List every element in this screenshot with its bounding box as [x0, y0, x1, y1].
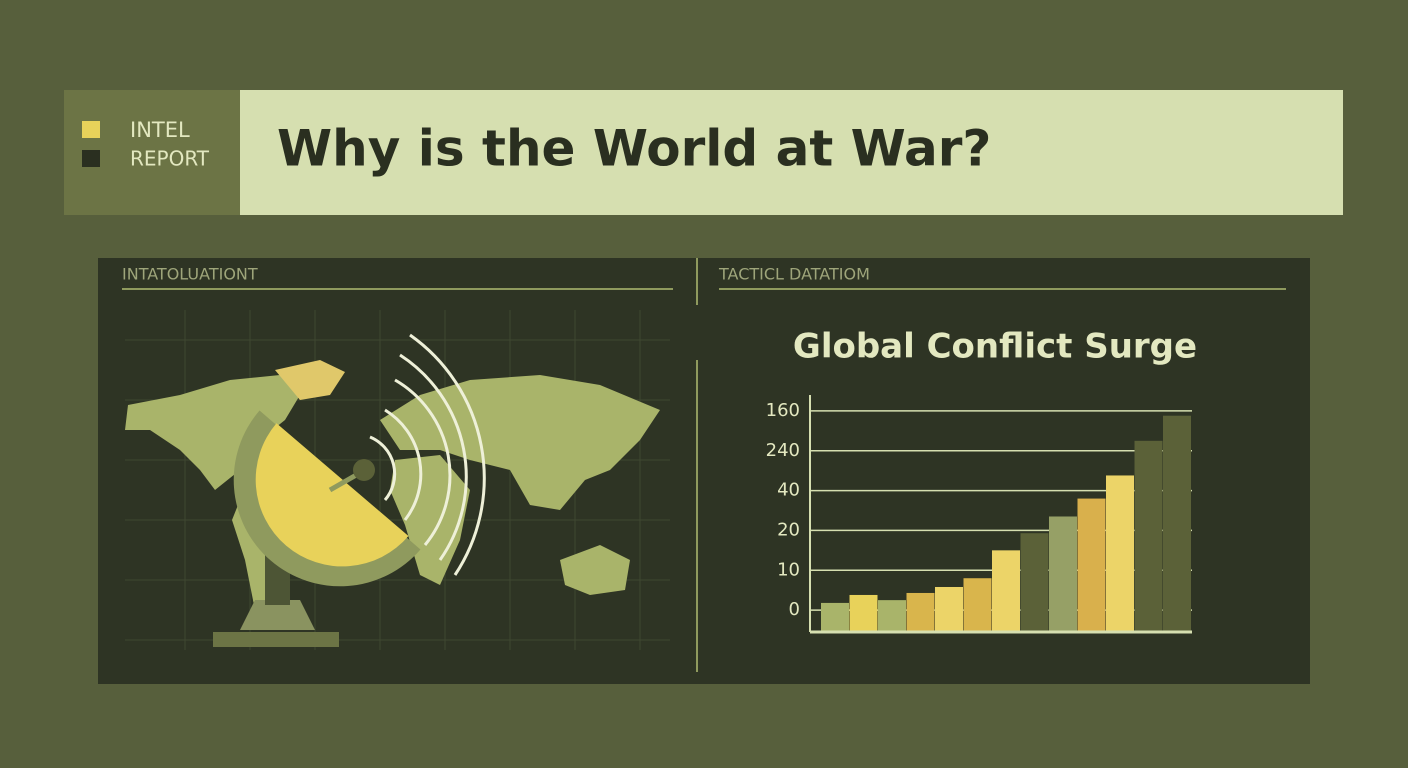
bar — [849, 594, 878, 632]
bar — [1134, 440, 1163, 632]
bar — [1077, 498, 1106, 632]
bar — [935, 586, 963, 632]
y-tick-label: 160 — [766, 400, 800, 421]
y-tick-label: 0 — [789, 599, 800, 620]
legend-swatch — [82, 121, 100, 138]
y-tick-label: 10 — [777, 559, 800, 580]
bar-chart: 0 10 20 40 240 160 — [766, 395, 1192, 634]
y-tick-label: 20 — [777, 519, 800, 540]
header-band — [64, 90, 1343, 215]
bar — [906, 592, 935, 632]
bar — [963, 578, 992, 632]
bar — [1163, 415, 1191, 632]
radar-dish — [213, 333, 486, 647]
legend-label: REPORT — [130, 147, 210, 171]
bar — [1049, 516, 1077, 632]
panel-label: TACTICL DATATIOM — [718, 265, 870, 284]
bar — [878, 600, 906, 632]
chart-title: Global Conflict Surge — [793, 327, 1197, 367]
bar — [1020, 533, 1049, 632]
legend-swatch — [82, 150, 100, 167]
y-tick-label: 40 — [777, 480, 800, 501]
panel-label: INTATOLUATIONT — [122, 265, 258, 284]
y-tick-label: 240 — [766, 440, 800, 461]
page-title: Why is the World at War? — [277, 120, 991, 178]
bar — [992, 550, 1020, 632]
bar — [821, 602, 849, 632]
legend-label: INTEL — [130, 118, 190, 142]
bar — [1106, 475, 1134, 632]
